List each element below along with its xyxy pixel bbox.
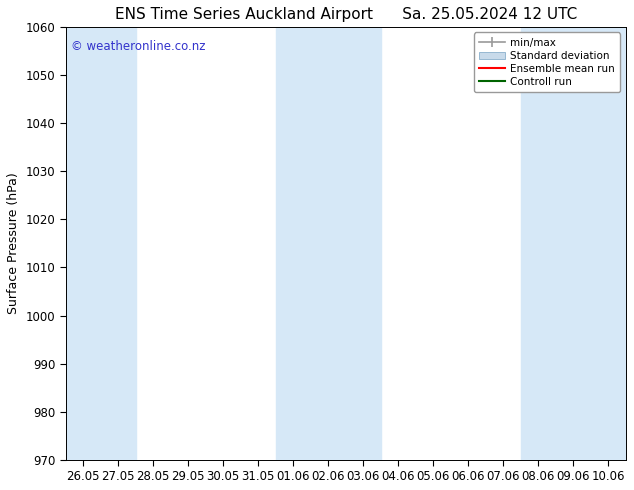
Bar bbox=[521, 27, 626, 460]
Text: © weatheronline.co.nz: © weatheronline.co.nz bbox=[71, 40, 206, 53]
Bar bbox=[276, 27, 380, 460]
Title: ENS Time Series Auckland Airport      Sa. 25.05.2024 12 UTC: ENS Time Series Auckland Airport Sa. 25.… bbox=[115, 7, 577, 22]
Y-axis label: Surface Pressure (hPa): Surface Pressure (hPa) bbox=[7, 172, 20, 314]
Legend: min/max, Standard deviation, Ensemble mean run, Controll run: min/max, Standard deviation, Ensemble me… bbox=[474, 32, 621, 92]
Bar bbox=[66, 27, 136, 460]
